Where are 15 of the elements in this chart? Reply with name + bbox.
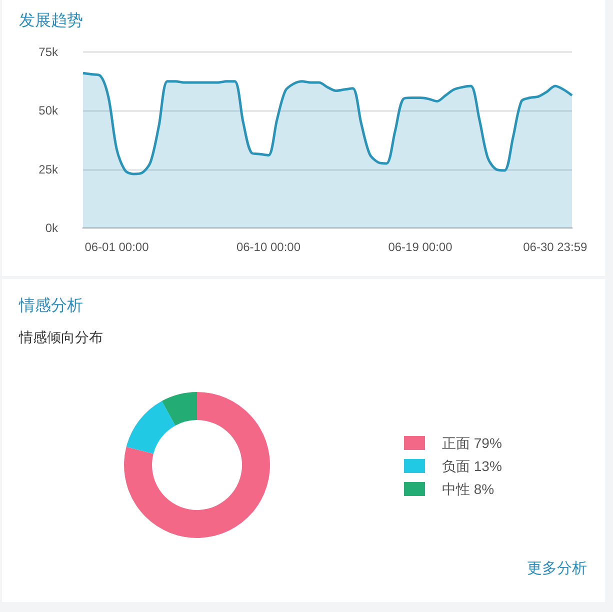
chart-subtitle: 情感倾向分布 [18, 329, 103, 345]
legend-label: 中性 8% [442, 481, 494, 497]
x-tick-label: 06-10 00:00 [236, 240, 301, 254]
y-tick-label: 50k [38, 104, 59, 118]
chart-title: 发展趋势 [19, 12, 83, 30]
legend-label: 负面 13% [442, 458, 502, 474]
x-tick-label: 06-30 23:59 [523, 240, 588, 254]
text: 更多分析 [527, 560, 587, 577]
x-tick-label: 06-19 00:00 [388, 240, 453, 254]
legend-label: 正面 79% [442, 435, 502, 451]
y-tick-label: 75k [38, 45, 59, 59]
y-tick-label: 25k [38, 162, 59, 176]
x-tick-label: 06-01 00:00 [84, 240, 150, 254]
chart-title: 情感分析 [18, 296, 83, 314]
y-tick-label: 0k [45, 221, 59, 235]
